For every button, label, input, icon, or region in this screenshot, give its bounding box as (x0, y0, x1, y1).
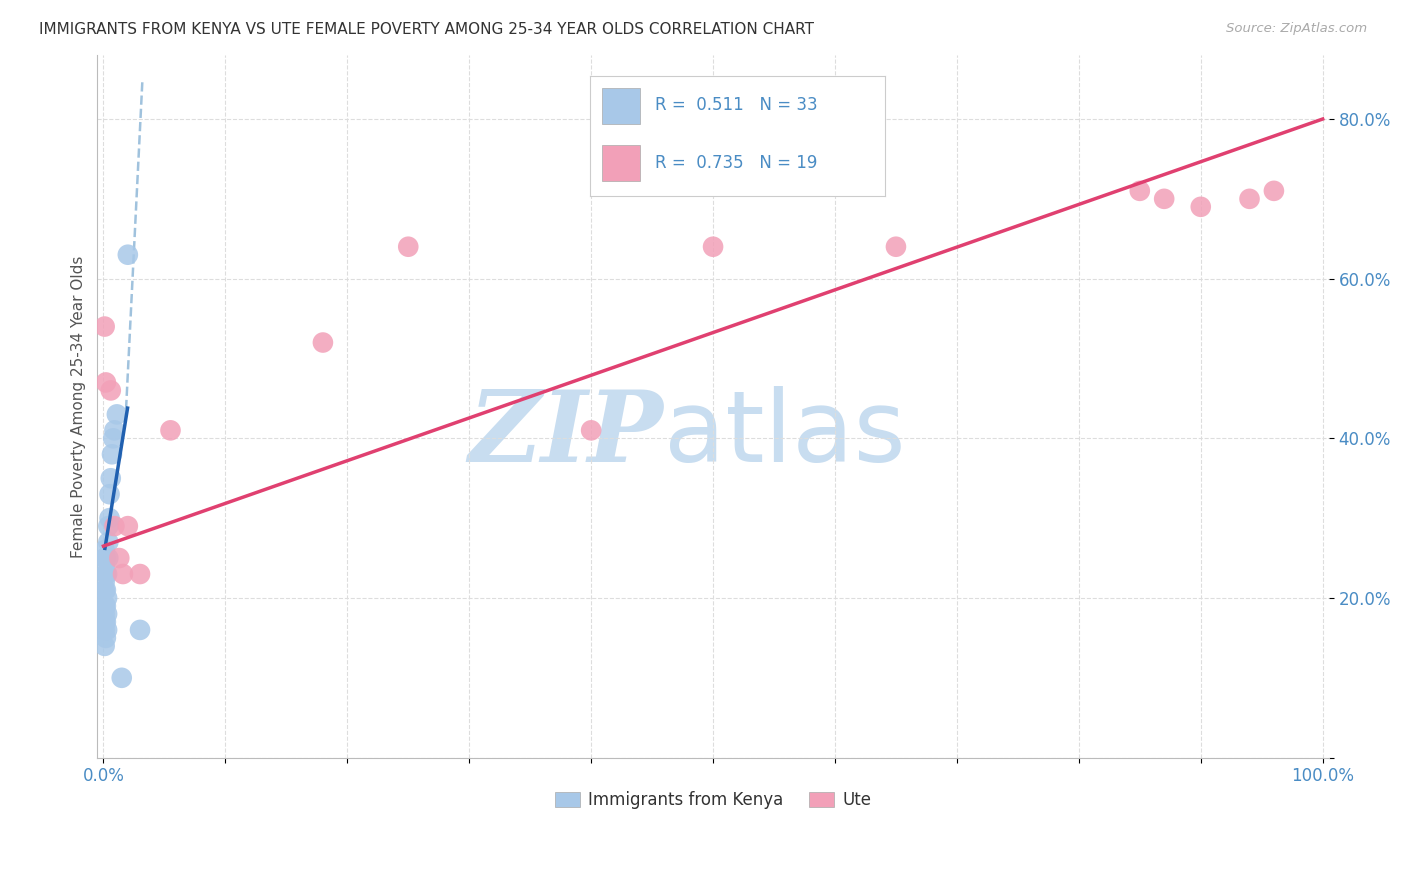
Point (96, 607, 118, 621)
Point (96, 567, 118, 582)
Point (103, 519, 125, 533)
Point (579, 423, 602, 437)
Point (94, 376, 117, 390)
Text: IMMIGRANTS FROM KENYA VS UTE FEMALE POVERTY AMONG 25-34 YEAR OLDS CORRELATION CH: IMMIGRANTS FROM KENYA VS UTE FEMALE POVE… (39, 22, 814, 37)
Point (93, 543, 115, 558)
Point (98, 511, 121, 525)
Point (94, 567, 117, 582)
Point (1129, 184, 1152, 198)
Point (93, 559, 115, 574)
Point (93, 582, 115, 597)
Point (93, 599, 115, 613)
Point (396, 240, 419, 254)
Text: atlas: atlas (664, 386, 905, 483)
Point (117, 519, 139, 533)
Point (117, 248, 139, 262)
Point (97, 551, 120, 566)
Point (101, 447, 124, 461)
Point (93, 623, 115, 637)
Point (111, 567, 134, 582)
Point (94, 599, 117, 613)
Point (1239, 192, 1261, 206)
Point (159, 423, 181, 437)
Point (103, 431, 125, 445)
Point (98, 487, 121, 501)
Text: ZIP: ZIP (468, 386, 664, 483)
Point (129, 623, 152, 637)
Point (97, 519, 120, 533)
Point (312, 335, 335, 350)
Point (105, 408, 128, 422)
Point (96, 623, 118, 637)
Point (702, 240, 724, 254)
Point (93, 615, 115, 629)
Point (108, 551, 131, 566)
Point (103, 423, 125, 437)
Point (94, 631, 117, 645)
Point (111, 671, 134, 685)
Point (94, 551, 117, 566)
Point (93, 551, 115, 566)
Point (93, 639, 115, 653)
Point (94, 582, 117, 597)
Text: Source: ZipAtlas.com: Source: ZipAtlas.com (1226, 22, 1367, 36)
Point (93, 574, 115, 589)
Point (1263, 184, 1285, 198)
Point (100, 471, 122, 485)
Point (93, 607, 115, 621)
Point (94, 615, 117, 629)
Y-axis label: Female Poverty Among 25-34 Year Olds: Female Poverty Among 25-34 Year Olds (72, 255, 86, 558)
Point (96, 591, 118, 605)
Point (97, 535, 120, 549)
Point (100, 384, 122, 398)
Point (884, 240, 907, 254)
Point (93, 319, 115, 334)
Legend: Immigrants from Kenya, Ute: Immigrants from Kenya, Ute (548, 785, 877, 816)
Point (129, 567, 152, 582)
Point (1153, 192, 1175, 206)
Point (1189, 200, 1212, 214)
